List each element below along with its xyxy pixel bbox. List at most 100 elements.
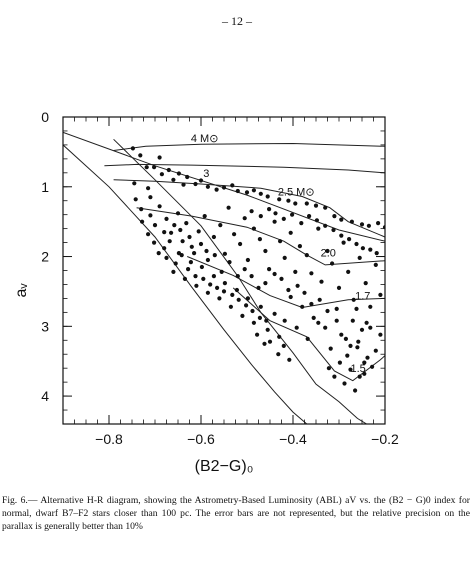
data-point (323, 205, 328, 210)
data-point (140, 219, 145, 224)
data-point (193, 274, 198, 279)
page-number: – 12 – (222, 14, 252, 28)
data-point (227, 260, 232, 265)
data-point (347, 237, 352, 242)
data-point (319, 279, 324, 284)
curve-labels: 4 M⊙ 3 2.5 M⊙ 2.0 1.7 1.5 (191, 133, 371, 375)
data-point (157, 155, 162, 160)
data-point (366, 223, 371, 228)
data-point (196, 229, 201, 234)
data-point (341, 240, 346, 245)
data-point (164, 216, 169, 221)
data-point (204, 248, 209, 254)
data-point (194, 283, 199, 288)
data-point (325, 248, 330, 254)
data-point (156, 251, 161, 256)
data-point (230, 183, 235, 188)
curve-label: 2.5 M⊙ (278, 187, 315, 199)
data-point (279, 276, 284, 281)
data-point (267, 207, 272, 212)
data-point (323, 325, 328, 330)
data-point (221, 289, 227, 294)
y-axis-label: aᵥ (13, 283, 30, 298)
data-point (373, 348, 378, 353)
data-point (251, 188, 256, 193)
data-point (357, 255, 362, 260)
data-point (263, 281, 268, 286)
data-point (281, 216, 286, 221)
data-point (214, 187, 219, 192)
data-point (258, 214, 263, 219)
data-point (182, 276, 187, 281)
data-point (198, 178, 204, 183)
data-point (356, 339, 361, 344)
data-point (350, 318, 355, 323)
data-point (277, 334, 282, 339)
data-point (345, 353, 350, 358)
data-point (256, 285, 261, 290)
data-point (355, 345, 360, 350)
data-point (222, 251, 227, 256)
data-point (278, 239, 283, 244)
data-point (286, 287, 291, 293)
data-point (295, 283, 300, 288)
data-point (188, 260, 193, 265)
curve-label: 1.5 (351, 363, 366, 375)
data-point (205, 184, 210, 189)
data-point (368, 247, 373, 252)
data-point (144, 165, 149, 170)
y-tick-label: 0 (41, 109, 49, 125)
data-point (211, 274, 216, 279)
data-point (378, 292, 383, 297)
data-point (331, 227, 336, 233)
data-point (235, 188, 240, 194)
data-point (249, 274, 254, 279)
data-point (360, 246, 365, 251)
data-point (173, 261, 178, 266)
data-point (297, 244, 302, 249)
data-point (349, 219, 354, 224)
data-point (250, 308, 255, 314)
x-axis-label: (B2−G)₀ (195, 458, 254, 475)
data-point (152, 240, 157, 245)
data-point (171, 177, 176, 182)
data-point (267, 267, 272, 272)
data-point (332, 374, 337, 379)
evolutionary-track-6 (232, 287, 385, 382)
data-point (365, 355, 370, 360)
data-point (376, 221, 381, 226)
data-point (219, 269, 224, 274)
data-point (199, 264, 204, 270)
data-point (236, 297, 241, 302)
data-point (286, 198, 291, 203)
data-point (208, 282, 213, 287)
data-point (373, 262, 378, 267)
data-point (276, 352, 281, 357)
data-point (198, 241, 204, 247)
plot-frame-border (62, 116, 386, 425)
data-point (330, 261, 335, 266)
data-point (193, 181, 198, 187)
y-tick-label: 4 (41, 388, 49, 404)
data-point (164, 255, 169, 260)
data-point (263, 248, 268, 254)
data-point (302, 290, 307, 295)
data-point (181, 182, 186, 187)
data-point (148, 195, 153, 200)
data-point (176, 171, 181, 176)
data-point (189, 244, 194, 249)
data-point (175, 211, 181, 216)
data-point (354, 241, 359, 247)
data-point (294, 325, 299, 330)
data-point (378, 332, 383, 337)
data-point (348, 343, 353, 348)
x-tick-label: −0.4 (279, 431, 307, 447)
plot-frame (62, 116, 386, 425)
data-point (255, 332, 260, 337)
x-tick-label: −0.8 (95, 431, 123, 447)
hr-diagram-figure: −0.8 −0.6 −0.4 −0.2 0 1 2 3 4 (B2−G)₀ aᵥ 4 M⊙ 3 2.5 … (13, 109, 399, 475)
data-point (304, 253, 309, 258)
data-point (364, 320, 369, 325)
data-point (368, 304, 373, 309)
data-point (359, 327, 365, 332)
